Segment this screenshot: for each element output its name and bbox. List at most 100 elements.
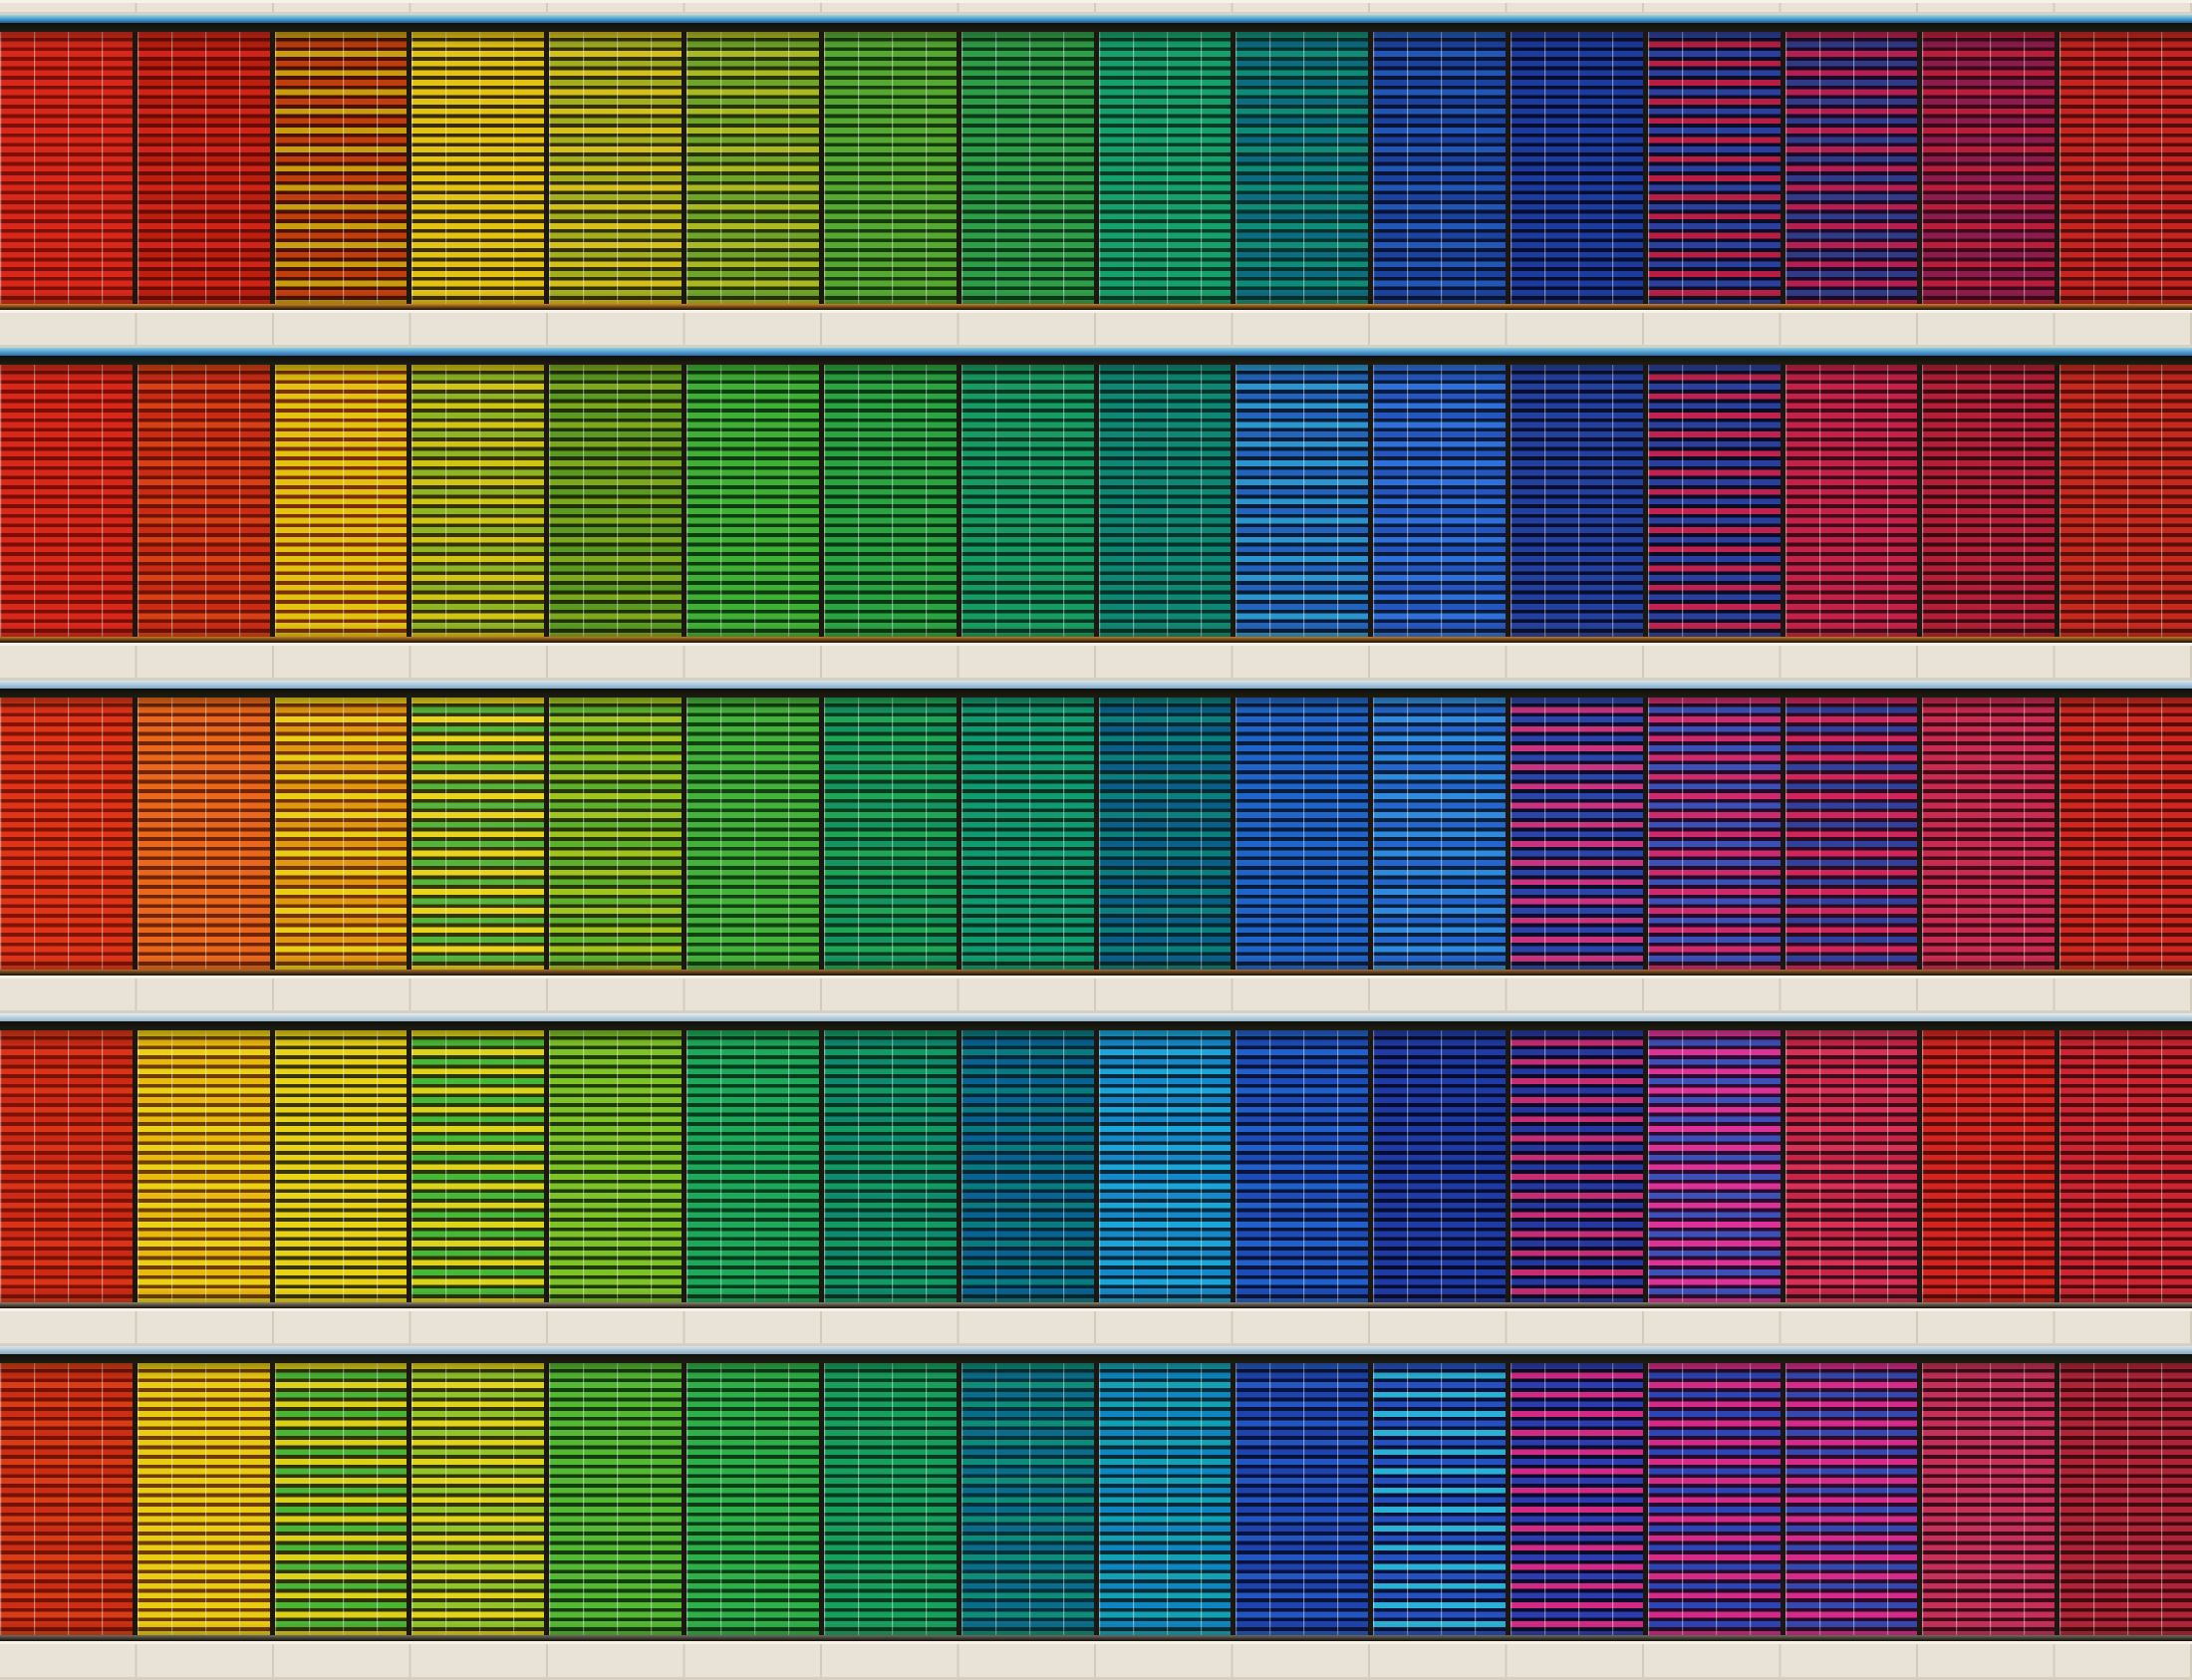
- louver-panel-4-14: [1784, 1030, 1918, 1302]
- louver-panel-1-2: [137, 32, 270, 304]
- louver-panel-3-12: [1509, 698, 1643, 970]
- louver-panel-5-2: [137, 1363, 270, 1635]
- head-shadow: [0, 689, 2192, 698]
- floor-band-4: [0, 1013, 2192, 1308]
- louver-panel-1-3: [274, 32, 408, 304]
- louver-panel-5-1: [0, 1363, 133, 1635]
- louver-panel-2-6: [686, 365, 819, 637]
- louver-panel-1-15: [1922, 32, 2055, 304]
- louver-panel-1-14: [1784, 32, 1918, 304]
- louver-panel-5-10: [1235, 1363, 1369, 1635]
- louver-panel-4-1: [0, 1030, 133, 1302]
- louver-panel-3-3: [274, 698, 408, 970]
- louver-panel-1-7: [823, 32, 957, 304]
- spandrel-slab-3: [0, 976, 2192, 1013]
- blind-top-rail: [0, 348, 2192, 356]
- louver-panel-3-8: [960, 698, 1094, 970]
- head-shadow: [0, 23, 2192, 32]
- louver-panel-3-11: [1373, 698, 1506, 970]
- louver-panel-3-10: [1235, 698, 1369, 970]
- louver-panel-1-13: [1647, 32, 1781, 304]
- louver-panel-4-9: [1098, 1030, 1232, 1302]
- blind-top-rail: [0, 681, 2192, 689]
- louver-panel-3-7: [823, 698, 957, 970]
- louver-panel-1-9: [1098, 32, 1232, 304]
- louver-panel-row: [0, 698, 2192, 970]
- louver-panel-4-15: [1922, 1030, 2055, 1302]
- louver-panel-2-14: [1784, 365, 1918, 637]
- louver-panel-3-9: [1098, 698, 1232, 970]
- louver-panel-2-13: [1647, 365, 1781, 637]
- louver-panel-3-4: [411, 698, 545, 970]
- sill-line: [0, 1302, 2192, 1308]
- sill-line: [0, 1635, 2192, 1641]
- louver-panel-2-8: [960, 365, 1094, 637]
- louver-panel-5-7: [823, 1363, 957, 1635]
- floor-band-1: [0, 15, 2192, 310]
- louver-panel-4-16: [2059, 1030, 2192, 1302]
- louver-panel-2-2: [137, 365, 270, 637]
- louver-panel-3-15: [1922, 698, 2055, 970]
- louver-panel-4-12: [1509, 1030, 1643, 1302]
- blind-top-rail: [0, 15, 2192, 23]
- louver-panel-3-1: [0, 698, 133, 970]
- louver-panel-2-4: [411, 365, 545, 637]
- louver-panel-4-5: [549, 1030, 683, 1302]
- bottom-spandrel-slab: [0, 1641, 2192, 1680]
- louver-panel-1-8: [960, 32, 1094, 304]
- louver-panel-3-6: [686, 698, 819, 970]
- louver-panel-5-15: [1922, 1363, 2055, 1635]
- louver-panel-1-16: [2059, 32, 2192, 304]
- louver-panel-1-11: [1373, 32, 1506, 304]
- louver-panel-2-15: [1922, 365, 2055, 637]
- louver-panel-4-3: [274, 1030, 408, 1302]
- louver-panel-2-7: [823, 365, 957, 637]
- louver-panel-row: [0, 1363, 2192, 1635]
- louver-panel-5-5: [549, 1363, 683, 1635]
- louver-panel-2-5: [549, 365, 683, 637]
- sill-line: [0, 970, 2192, 976]
- spandrel-slab-4: [0, 1308, 2192, 1346]
- top-spandrel-slab: [0, 0, 2192, 15]
- louver-panel-1-4: [411, 32, 545, 304]
- louver-panel-5-16: [2059, 1363, 2192, 1635]
- louver-panel-1-1: [0, 32, 133, 304]
- louver-panel-3-16: [2059, 698, 2192, 970]
- louver-panel-5-8: [960, 1363, 1094, 1635]
- spandrel-slab-1: [0, 310, 2192, 348]
- louver-panel-4-2: [137, 1030, 270, 1302]
- louver-panel-2-9: [1098, 365, 1232, 637]
- louver-panel-5-11: [1373, 1363, 1506, 1635]
- blind-top-rail: [0, 1013, 2192, 1021]
- sill-line: [0, 304, 2192, 310]
- louver-panel-5-4: [411, 1363, 545, 1635]
- floor-band-2: [0, 348, 2192, 643]
- spandrel-slab-2: [0, 643, 2192, 681]
- louver-panel-4-4: [411, 1030, 545, 1302]
- louver-panel-4-6: [686, 1030, 819, 1302]
- louver-panel-5-12: [1509, 1363, 1643, 1635]
- louver-panel-4-7: [823, 1030, 957, 1302]
- louver-panel-2-10: [1235, 365, 1369, 637]
- louver-panel-4-11: [1373, 1030, 1506, 1302]
- louver-panel-2-11: [1373, 365, 1506, 637]
- head-shadow: [0, 356, 2192, 365]
- louver-panel-row: [0, 32, 2192, 304]
- louver-panel-4-10: [1235, 1030, 1369, 1302]
- louver-panel-1-12: [1509, 32, 1643, 304]
- louver-panel-3-14: [1784, 698, 1918, 970]
- louver-panel-5-3: [274, 1363, 408, 1635]
- sill-line: [0, 637, 2192, 643]
- louver-panel-1-5: [549, 32, 683, 304]
- floor-band-5: [0, 1346, 2192, 1641]
- louver-panel-row: [0, 1030, 2192, 1302]
- louver-panel-5-14: [1784, 1363, 1918, 1635]
- louver-panel-5-13: [1647, 1363, 1781, 1635]
- louver-panel-4-8: [960, 1030, 1094, 1302]
- louver-panel-5-6: [686, 1363, 819, 1635]
- louver-panel-3-2: [137, 698, 270, 970]
- louver-panel-4-13: [1647, 1030, 1781, 1302]
- head-shadow: [0, 1354, 2192, 1363]
- louver-panel-1-6: [686, 32, 819, 304]
